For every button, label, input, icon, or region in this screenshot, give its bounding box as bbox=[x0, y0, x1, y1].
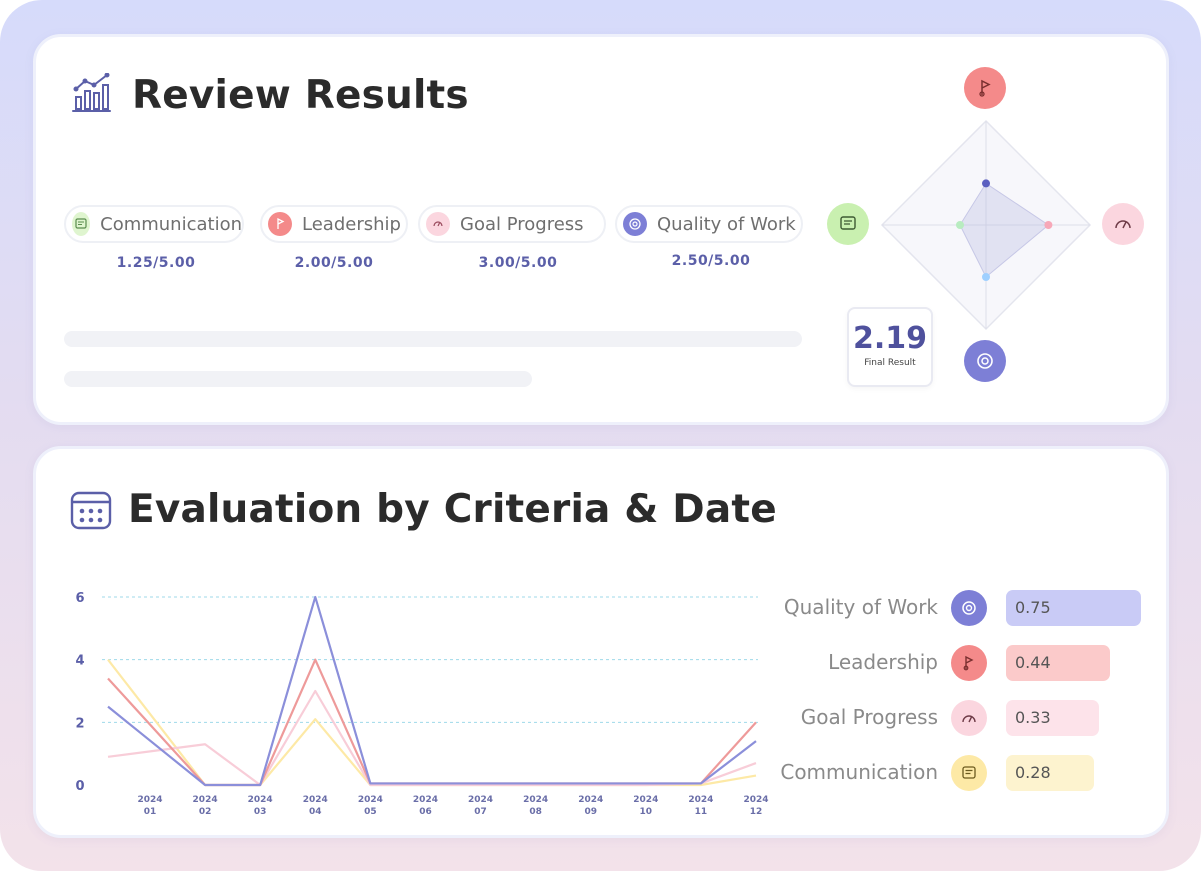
x-tick-label: 2024 12 bbox=[743, 795, 768, 817]
x-tick-label: 2024 02 bbox=[193, 795, 218, 817]
y-tick-label: 6 bbox=[75, 591, 84, 606]
criterion-pill-goal-progress[interactable]: Goal Progress bbox=[418, 205, 606, 243]
x-tick-label: 2024 01 bbox=[137, 795, 162, 817]
legend-value-bar: 0.33 bbox=[1006, 700, 1099, 736]
x-tick-label: 2024 04 bbox=[303, 795, 328, 817]
y-tick-label: 4 bbox=[75, 654, 84, 669]
flag-icon bbox=[964, 67, 1006, 109]
x-tick-label: 2024 08 bbox=[523, 795, 548, 817]
line-chart: 0 2 4 6 2024 01 2024 02 2024 03 2024 04 2024 05 2024 0… bbox=[75, 591, 768, 817]
criterion-score: 2.00/5.00 bbox=[294, 255, 374, 271]
x-tick-label: 2024 07 bbox=[468, 795, 493, 817]
gauge-icon bbox=[951, 700, 987, 736]
evaluation-title: Evaluation by Criteria & Date bbox=[128, 487, 777, 532]
radar-point-leadership bbox=[982, 179, 990, 188]
x-tick-label: 2024 06 bbox=[413, 795, 438, 817]
y-tick-label: 2 bbox=[75, 716, 84, 731]
x-tick-label: 2024 05 bbox=[358, 795, 383, 817]
final-result-value: 2.19 bbox=[852, 321, 928, 356]
radar-point-quality-of-work bbox=[982, 273, 990, 281]
calendar-icon bbox=[70, 491, 112, 530]
analytics-icon bbox=[72, 73, 111, 112]
legend-value-bar: 0.75 bbox=[1006, 590, 1141, 626]
series-line-quality-of-work bbox=[107, 595, 757, 787]
criterion-pill-communication[interactable]: Communication bbox=[64, 205, 244, 243]
flag-icon bbox=[951, 645, 987, 681]
criterion-label: Leadership bbox=[302, 213, 401, 235]
final-result-label: Final Result bbox=[864, 358, 916, 368]
radar-chart bbox=[880, 119, 1092, 331]
criterion-score: 3.00/5.00 bbox=[478, 255, 558, 271]
x-tick-label: 2024 11 bbox=[688, 795, 713, 817]
criterion-pill-quality-of-work[interactable]: Quality of Work bbox=[615, 205, 803, 243]
x-tick-label: 2024 10 bbox=[633, 795, 658, 817]
placeholder-line bbox=[64, 371, 532, 387]
criterion-label: Communication bbox=[100, 213, 242, 235]
target-icon bbox=[964, 340, 1006, 382]
legend-value-bar: 0.44 bbox=[1006, 645, 1110, 681]
chat-icon bbox=[72, 212, 91, 236]
review-results-card: Review Results Communication 1.25/5.00 L… bbox=[33, 34, 1169, 425]
x-tick-label: 2024 03 bbox=[248, 795, 273, 817]
series-line-goal-progress bbox=[107, 689, 757, 787]
target-icon bbox=[623, 212, 647, 236]
criterion-score: 2.50/5.00 bbox=[671, 253, 751, 269]
legend-label: Communication bbox=[780, 760, 938, 784]
criterion-pill-leadership[interactable]: Leadership bbox=[260, 205, 408, 243]
x-tick-label: 2024 09 bbox=[578, 795, 603, 817]
legend-label: Leadership bbox=[828, 650, 938, 674]
criterion-score: 1.25/5.00 bbox=[116, 255, 196, 271]
evaluation-card: Evaluation by Criteria & Date 0 2 4 6 2024 0… bbox=[33, 446, 1169, 838]
criterion-label: Goal Progress bbox=[460, 213, 584, 235]
review-results-title: Review Results bbox=[132, 73, 469, 118]
flag-icon bbox=[268, 212, 292, 236]
placeholder-line bbox=[64, 331, 802, 347]
chat-icon bbox=[827, 203, 869, 245]
gauge-icon bbox=[1102, 203, 1144, 245]
radar-point-goal-progress bbox=[1044, 221, 1053, 229]
y-tick-label: 0 bbox=[75, 779, 84, 794]
final-result-box: 2.19 Final Result bbox=[847, 307, 933, 387]
chat-icon bbox=[951, 755, 987, 791]
criterion-label: Quality of Work bbox=[657, 213, 796, 235]
legend-label: Goal Progress bbox=[800, 705, 938, 729]
legend-label: Quality of Work bbox=[783, 595, 938, 619]
target-icon bbox=[951, 590, 987, 626]
gauge-icon bbox=[426, 212, 450, 236]
legend-value-bar: 0.28 bbox=[1006, 755, 1094, 791]
radar-point-communication bbox=[956, 221, 964, 229]
